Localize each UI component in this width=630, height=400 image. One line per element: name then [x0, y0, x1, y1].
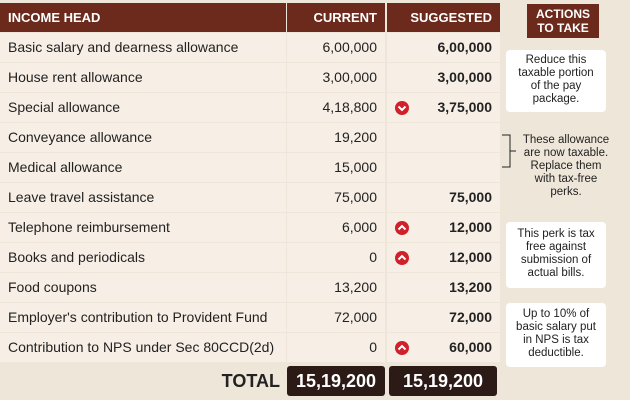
cell-current: 0 — [287, 243, 385, 272]
cell-head: Books and periodicals — [0, 243, 286, 272]
cell-current: 19,200 — [287, 123, 385, 152]
actions-title: ACTIONS TO TAKE — [527, 4, 599, 38]
cell-head: Contribution to NPS under Sec 80CCD(2d) — [0, 333, 286, 362]
cell-head: Food coupons — [0, 273, 286, 302]
cell-suggested — [387, 123, 500, 152]
cell-suggested: 75,000 — [387, 183, 500, 212]
cell-current: 6,00,000 — [287, 33, 385, 62]
cell-head: Leave travel assistance — [0, 183, 286, 212]
cell-current: 75,000 — [287, 183, 385, 212]
column-header: INCOME HEAD — [0, 3, 286, 32]
up-icon — [395, 221, 409, 235]
cell-current: 13,200 — [287, 273, 385, 302]
action-note: These allowance are now taxable. Replace… — [522, 134, 610, 198]
up-icon — [395, 251, 409, 265]
cell-suggested: 60,000 — [387, 333, 500, 362]
cell-current: 3,00,000 — [287, 63, 385, 92]
cell-head: House rent allowance — [0, 63, 286, 92]
cell-suggested: 3,00,000 — [387, 63, 500, 92]
cell-current: 15,000 — [287, 153, 385, 182]
total-suggested: 15,19,200 — [389, 366, 497, 396]
up-icon — [395, 341, 409, 355]
action-note: This perk is tax free against submission… — [506, 222, 606, 288]
cell-current: 72,000 — [287, 303, 385, 332]
cell-current: 4,18,800 — [287, 93, 385, 122]
action-note: Reduce this taxable portion of the pay p… — [506, 50, 606, 112]
cell-head: Basic salary and dearness allowance — [0, 33, 286, 62]
cell-head: Special allowance — [0, 93, 286, 122]
cell-current: 0 — [287, 333, 385, 362]
cell-suggested: 6,00,000 — [387, 33, 500, 62]
cell-head: Employer's contribution to Provident Fun… — [0, 303, 286, 332]
cell-head: Medical allowance — [0, 153, 286, 182]
total-label: TOTAL — [221, 371, 280, 391]
cell-head: Telephone reimbursement — [0, 213, 286, 242]
cell-current: 6,000 — [287, 213, 385, 242]
total-current: 15,19,200 — [287, 366, 385, 396]
cell-suggested: 13,200 — [387, 273, 500, 302]
down-icon — [395, 101, 409, 115]
cell-suggested — [387, 153, 500, 182]
cell-head: Conveyance allowance — [0, 123, 286, 152]
action-note: Up to 10% of basic salary put in NPS is … — [506, 303, 606, 367]
column-header: SUGGESTED — [387, 3, 500, 32]
cell-suggested: 72,000 — [387, 303, 500, 332]
column-header: CURRENT — [287, 3, 385, 32]
